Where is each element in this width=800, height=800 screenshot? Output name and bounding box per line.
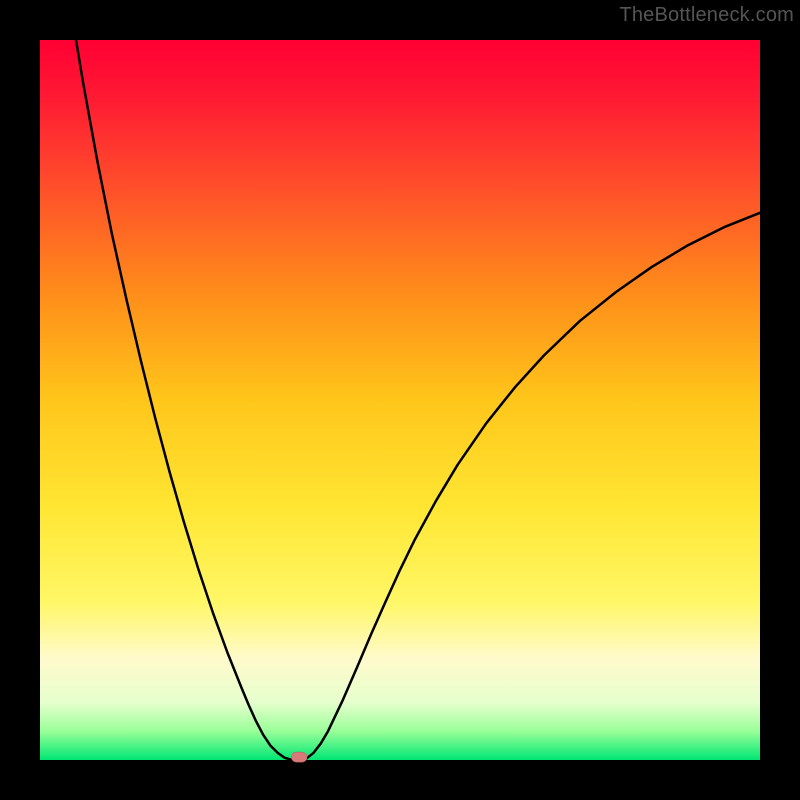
chart-svg	[0, 0, 800, 800]
watermark-text: TheBottleneck.com	[619, 4, 794, 27]
optimal-marker	[291, 752, 307, 762]
bottleneck-chart: TheBottleneck.com	[0, 0, 800, 800]
plot-background	[40, 40, 760, 760]
